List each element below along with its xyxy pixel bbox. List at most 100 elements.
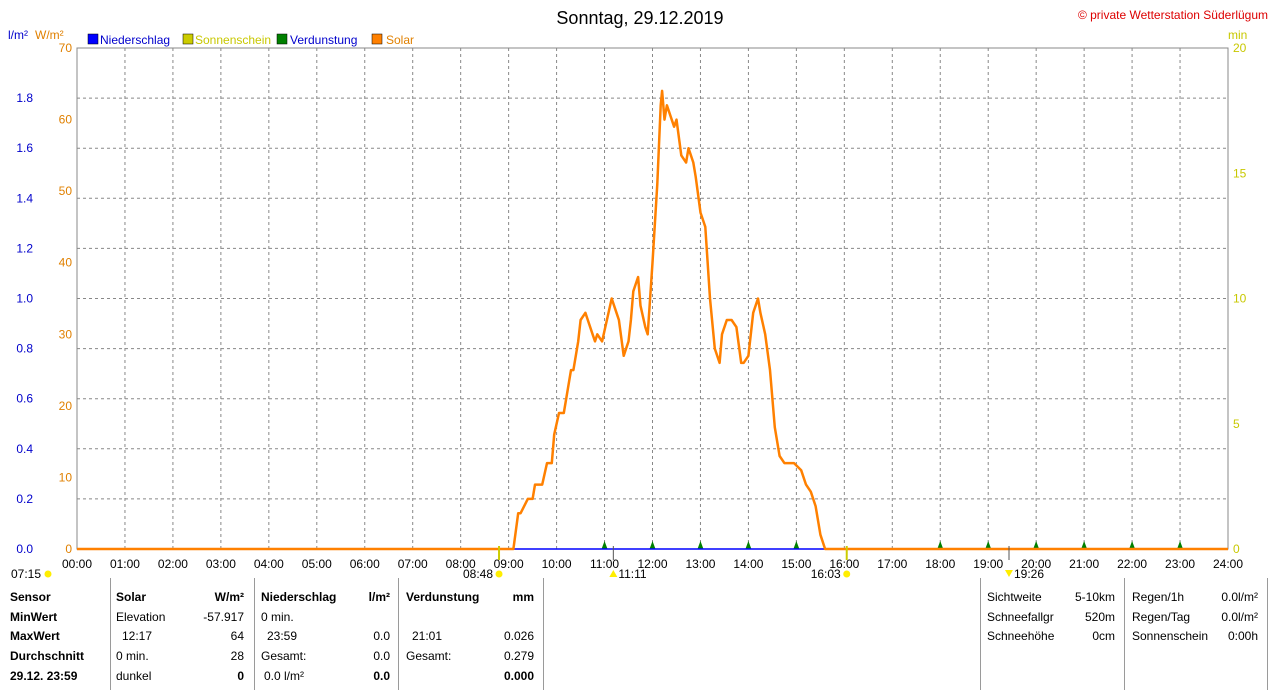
y-tick-label-sunshine: 0: [1233, 542, 1240, 556]
x-tick-label: 21:00: [1069, 557, 1099, 571]
precip-panel: [254, 578, 397, 690]
x-tick-label: 01:00: [110, 557, 140, 571]
chart-title: Sonntag, 29.12.2019: [556, 8, 723, 28]
visibility-panel: [980, 578, 1123, 690]
rain-1h-value: 0.0l/m²: [1221, 590, 1258, 604]
legend-label-niederschlag: Niederschlag: [100, 33, 170, 47]
annotation-sunrise: 07:15: [11, 567, 41, 580]
precip-total-label: Gesamt:: [261, 649, 307, 663]
solar-max-time: 12:17: [122, 629, 153, 643]
solar-current-label: dunkel: [116, 669, 152, 683]
evaporation-marker: [1081, 541, 1088, 549]
sunshine-label: Sonnenschein: [1132, 629, 1209, 643]
precip-total-value: 0.0: [373, 649, 390, 663]
legend-label-verdunstung: Verdunstung: [290, 33, 357, 47]
legend-label-solar: Solar: [386, 33, 414, 47]
precip-max-time: 23:59: [267, 629, 298, 643]
x-tick-label: 00:00: [62, 557, 92, 571]
left-unit-precip: l/m²: [8, 28, 28, 42]
evaporation-marker: [1033, 541, 1040, 549]
y-tick-label-precip: 1.2: [16, 241, 33, 255]
x-tick-label: 13:00: [685, 557, 715, 571]
solar-unit: W/m²: [214, 590, 244, 604]
y-tick-label-precip: 1.8: [16, 91, 33, 105]
rain-day-value: 0.0l/m²: [1221, 610, 1258, 624]
solar-avg-value: 28: [230, 649, 244, 663]
x-tick-label: 02:00: [158, 557, 188, 571]
solar-elevation-label: Elevation: [116, 610, 166, 624]
precip-min-label: 0 min.: [261, 610, 294, 624]
x-tick-label: 09:00: [494, 557, 524, 571]
y-tick-label-precip: 1.0: [16, 292, 33, 306]
solar-elevation-value: -57.917: [203, 610, 244, 624]
y-tick-label-solar: 60: [59, 113, 73, 127]
x-tick-label: 12:00: [637, 557, 667, 571]
legend: Niederschlag Sonnenschein Verdunstung So…: [87, 33, 414, 47]
precip-current-label: 0.0 l/m²: [264, 669, 305, 683]
annotation-sunset: 19:26: [1014, 567, 1044, 580]
y-tick-label-solar: 30: [59, 327, 73, 341]
solar-header: Solar: [116, 590, 147, 604]
y-tick-label-solar: 70: [59, 41, 73, 55]
evaporation-marker: [745, 541, 752, 549]
annotation-solar-noon: 11:11: [618, 567, 647, 580]
row-label-durchschnitt: Durchschnitt: [10, 649, 85, 663]
y-tick-label-precip: 0.8: [16, 342, 33, 356]
x-tick-label: 14:00: [733, 557, 763, 571]
solar-avg-label: 0 min.: [116, 649, 149, 663]
y-tick-label-sunshine: 15: [1233, 166, 1247, 180]
row-label-sensor: Sensor: [10, 590, 51, 604]
series: [77, 89, 1228, 551]
x-tick-label: 20:00: [1021, 557, 1051, 571]
annotation-sunshine-end: 16:03: [811, 567, 841, 580]
evaporation-marker: [1177, 541, 1184, 549]
y-tick-label-precip: 1.6: [16, 141, 33, 155]
grid: [77, 48, 1228, 549]
precip-max-value: 0.0: [373, 629, 390, 643]
legend-label-sonnenschein: Sonnenschein: [195, 33, 271, 47]
x-tick-label: 22:00: [1117, 557, 1147, 571]
evaporation-markers: [601, 541, 1184, 549]
evaporation-marker: [649, 541, 656, 549]
solar-current-value: 0: [237, 669, 244, 683]
y-tick-label-precip: 0.0: [16, 542, 33, 556]
legend-swatch-verdunstung: [276, 33, 288, 45]
x-tick-label: 05:00: [302, 557, 332, 571]
x-tick-label: 04:00: [254, 557, 284, 571]
y-tick-label-solar: 20: [59, 399, 73, 413]
rain-panel: [1124, 578, 1268, 690]
annotation-sunshine-start: 08:48: [463, 567, 493, 580]
legend-swatch-solar: [371, 33, 383, 45]
y-tick-label-solar: 50: [59, 184, 73, 198]
y-tick-label-sunshine: 20: [1233, 41, 1247, 55]
snowline-label: Schneefallgr: [987, 610, 1054, 624]
precip-unit: l/m²: [368, 590, 390, 604]
evap-total-value: 0.279: [503, 649, 534, 663]
evaporation-marker: [937, 541, 944, 549]
x-tick-label: 11:00: [590, 557, 619, 571]
evap-header: Verdunstung: [406, 590, 480, 604]
sunrise-sun-icon: [44, 570, 52, 578]
solar-line: [77, 89, 1228, 551]
x-tick-label: 19:00: [973, 557, 1003, 571]
visibility-value: 5-10km: [1074, 590, 1115, 604]
x-tick-label: 16:00: [829, 557, 859, 571]
y-tick-label-solar: 0: [65, 542, 72, 556]
x-tick-label: 08:00: [446, 557, 476, 571]
evaporation-marker: [793, 541, 800, 549]
y-tick-label-sunshine: 10: [1233, 292, 1247, 306]
evaporation-marker: [985, 541, 992, 549]
legend-swatch-sonnenschein: [182, 33, 194, 45]
visibility-label: Sichtweite: [987, 590, 1042, 604]
sunshine-start-icon: [495, 570, 503, 578]
rain-day-label: Regen/Tag: [1132, 610, 1191, 624]
x-tick-label: 03:00: [206, 557, 236, 571]
right-unit-min: min: [1228, 28, 1247, 42]
evap-max-value: 0.026: [503, 629, 534, 643]
x-axis-labels: 00:00 01:00 02:00 03:00 04:00 05:00 06:00 07:00…: [62, 557, 1243, 571]
row-label-minwert: MinWert: [10, 610, 58, 624]
y-tick-label-precip: 0.4: [16, 442, 33, 456]
precip-current-value: 0.0: [373, 669, 390, 683]
evap-total-label: Gesamt:: [406, 649, 452, 663]
snowline-value: 520m: [1084, 610, 1115, 624]
